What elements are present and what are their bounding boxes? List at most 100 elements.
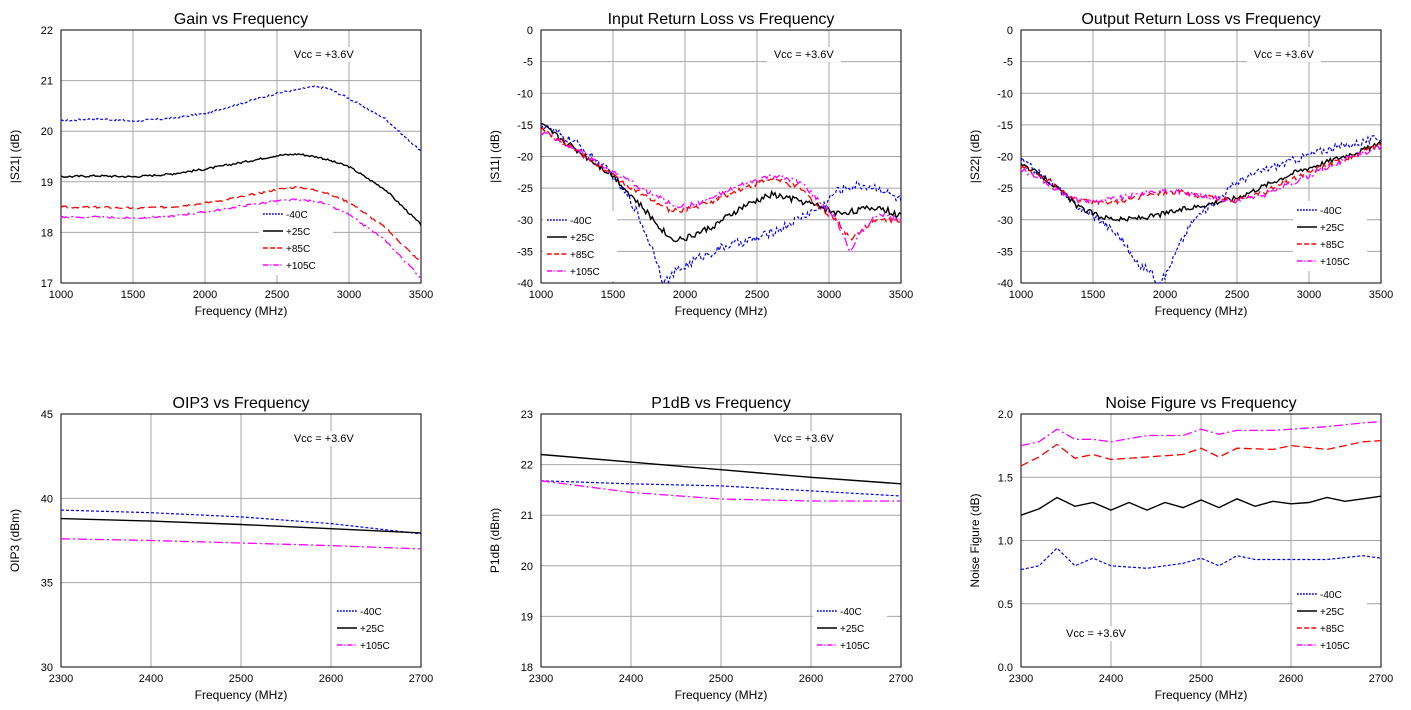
x-tick-label: 2500	[265, 289, 289, 301]
x-axis-label: Frequency (MHz)	[675, 304, 768, 318]
series-line-105c	[1020, 420, 1382, 447]
x-axis-label: Frequency (MHz)	[1155, 688, 1248, 702]
legend: -40C +25C +85C +105C	[1293, 201, 1367, 271]
y-tick-label: -15	[517, 120, 533, 132]
chart-title: Noise Figure vs Frequency	[1105, 395, 1296, 412]
annotation-vcc: Vcc = +3.6V	[294, 433, 355, 445]
y-tick-label: 21	[41, 76, 53, 88]
legend: -40C +25C +105C	[333, 602, 407, 655]
legend-entry-25c: +25C	[1320, 607, 1344, 618]
chart-title: P1dB vs Frequency	[651, 395, 791, 412]
legend-entry-25c: +25C	[286, 227, 310, 238]
x-tick-label: 2400	[139, 673, 163, 685]
legend-entry-105c: +105C	[1320, 641, 1350, 652]
chart-output-return-loss-vs-frequency: 1000 1500 2000 2500 3000 3500 -40 -35 -30 -25 -20 -…	[968, 11, 1393, 318]
y-tick-label: -25	[997, 183, 1013, 195]
legend-entry-85c: +85C	[570, 250, 594, 261]
legend-entry-105c: +105C	[286, 261, 316, 272]
x-tick-label: 3000	[817, 289, 841, 301]
x-tick-label: 2300	[49, 673, 73, 685]
x-tick-label: 2500	[229, 673, 253, 685]
x-tick-label: 1000	[1009, 289, 1033, 301]
plot-frame	[540, 413, 902, 668]
x-axis-label: Frequency (MHz)	[195, 688, 288, 702]
series-line-40c	[60, 85, 422, 152]
chart-p1db-vs-frequency: 2300 2400 2500 2600 2700 18 19 20 21 22 23 P1dB vs …	[488, 395, 913, 702]
legend-bg	[543, 211, 617, 281]
legend-entry-40c: -40C	[360, 607, 382, 618]
x-tick-label: 3500	[889, 289, 913, 301]
legend: -40C +25C +105C	[813, 602, 887, 655]
series-line-105c	[540, 480, 901, 502]
y-tick-label: -25	[517, 183, 533, 195]
x-tick-label: 2500	[709, 673, 733, 685]
series-line-85c	[1020, 439, 1382, 467]
x-tick-label: 2600	[799, 673, 823, 685]
x-tick-label: 2000	[673, 289, 697, 301]
annotation-bg	[286, 47, 361, 62]
y-tick-label: 20	[41, 126, 53, 138]
y-tick-label: 18	[521, 662, 533, 674]
series-line-25c	[540, 123, 902, 243]
series-line-85c	[540, 126, 902, 241]
y-tick-label: 18	[41, 227, 53, 239]
chart-input-return-loss-vs-frequency: 1000 1500 2000 2500 3000 3500 -40 -35 -30 -25 -20 -…	[488, 11, 913, 318]
y-tick-label: 17	[41, 278, 53, 290]
y-tick-label: -20	[517, 152, 533, 164]
x-tick-label: 2600	[319, 673, 343, 685]
y-tick-label: 40	[41, 493, 53, 505]
annotation-vcc: Vcc = +3.6V	[1254, 49, 1315, 61]
x-tick-label: 1500	[601, 289, 625, 301]
x-tick-label: 2700	[409, 673, 433, 685]
series-line-25c	[60, 517, 422, 534]
annotation-bg	[766, 47, 841, 62]
y-tick-label: 45	[41, 409, 53, 421]
y-tick-label: 0	[527, 25, 533, 37]
y-tick-label: -40	[997, 278, 1013, 290]
y-tick-label: 1.5	[998, 472, 1013, 484]
legend-bg	[1293, 585, 1367, 655]
x-tick-label: 2700	[889, 673, 913, 685]
y-tick-label: 22	[521, 460, 533, 472]
y-tick-label: -40	[517, 278, 533, 290]
legend-entry-85c: +85C	[1320, 240, 1344, 251]
legend-entry-105c: +105C	[570, 267, 600, 278]
y-tick-label: 2.0	[998, 409, 1013, 421]
legend-bg	[1293, 201, 1367, 271]
legend-entry-85c: +85C	[1320, 624, 1344, 635]
chart-noise-figure-vs-frequency: 2300 2400 2500 2600 2700 0.0 0.5 1.0 1.5 2.0 Noise…	[968, 395, 1393, 702]
annotation-bg	[1246, 47, 1321, 62]
series-line-40c	[1020, 547, 1382, 571]
x-tick-label: 1000	[49, 289, 73, 301]
y-tick-label: -35	[517, 246, 533, 258]
plot-frame	[540, 29, 902, 284]
annotation-vcc: Vcc = +3.6V	[774, 49, 835, 61]
series-line-25c	[1020, 141, 1382, 222]
y-tick-label: -5	[1003, 57, 1013, 69]
legend-entry-40c: -40C	[1320, 590, 1342, 601]
y-tick-label: 23	[521, 409, 533, 421]
x-tick-label: 3000	[337, 289, 361, 301]
series-line-40c	[60, 509, 422, 535]
y-axis-label: OIP3 (dBm)	[8, 509, 22, 572]
x-tick-label: 3000	[1297, 289, 1321, 301]
x-tick-label: 2000	[1153, 289, 1177, 301]
plot-area	[61, 30, 421, 283]
plot-frame	[1020, 29, 1382, 284]
y-tick-label: 35	[41, 578, 53, 590]
x-tick-label: 1000	[529, 289, 553, 301]
y-axis-label: |S21| (dB)	[8, 130, 22, 184]
x-tick-label: 2400	[1099, 673, 1123, 685]
x-tick-label: 3500	[409, 289, 433, 301]
series-line-25c	[540, 453, 902, 485]
legend-entry-40c: -40C	[570, 216, 592, 227]
x-tick-label: 1500	[121, 289, 145, 301]
legend-entry-85c: +85C	[286, 244, 310, 255]
annotation-bg	[766, 431, 841, 446]
x-tick-label: 2300	[1009, 673, 1033, 685]
x-tick-label: 2600	[1279, 673, 1303, 685]
x-axis-label: Frequency (MHz)	[195, 304, 288, 318]
y-tick-label: -20	[997, 152, 1013, 164]
series-line-105c	[60, 198, 422, 279]
